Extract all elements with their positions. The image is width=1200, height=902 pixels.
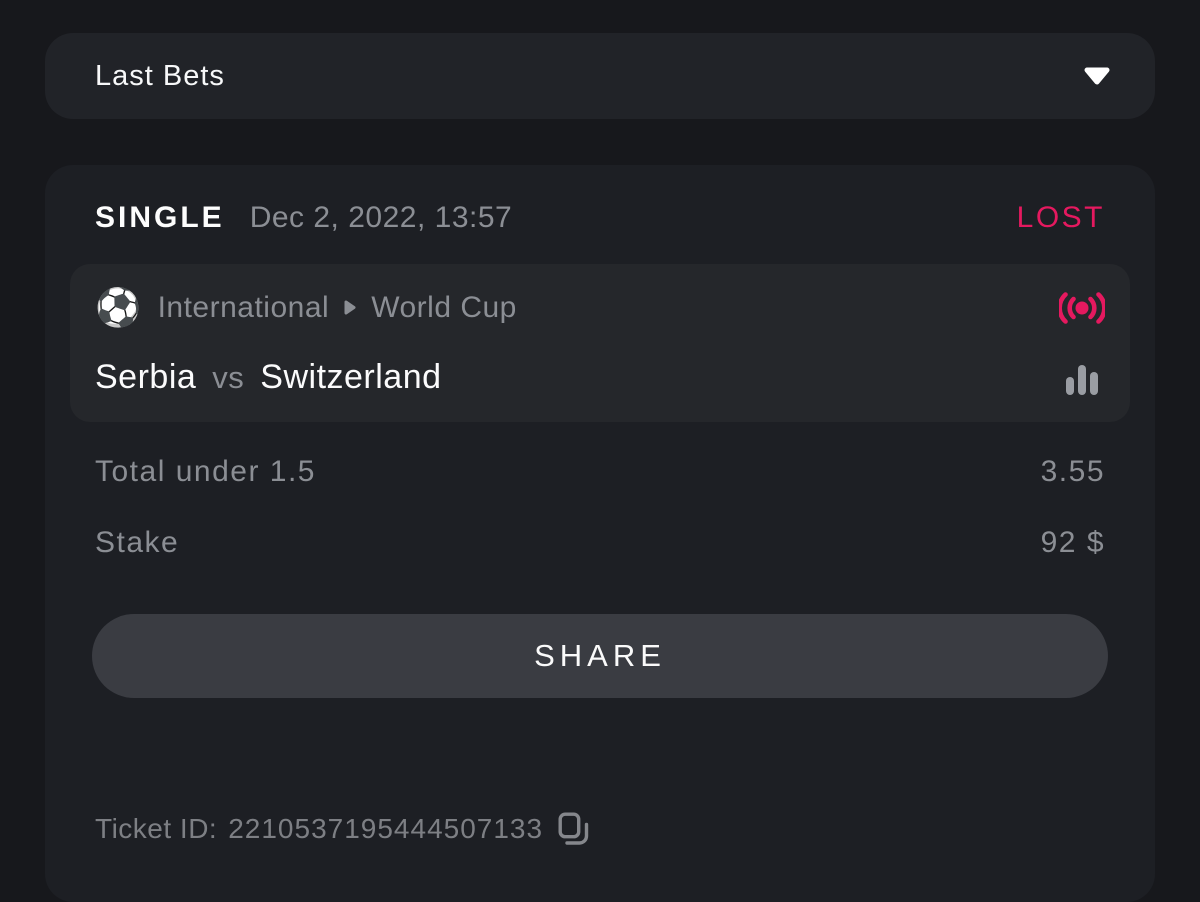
stake-value: 92 $ — [1040, 526, 1105, 559]
live-broadcast-icon — [1059, 291, 1105, 324]
last-bets-dropdown[interactable]: Last Bets — [45, 33, 1155, 119]
chevron-down-icon — [1084, 67, 1110, 85]
home-team: Serbia — [95, 358, 197, 396]
status-badge: LOST — [1016, 201, 1105, 234]
match-title: Serbia vs Switzerland — [95, 358, 1105, 397]
bet-datetime: Dec 2, 2022, 13:57 — [249, 201, 513, 234]
stake-row: Stake 92 $ — [95, 526, 1105, 560]
soccer-ball-icon: ⚽ — [95, 286, 142, 329]
league-breadcrumb: ⚽ International World Cup — [95, 289, 1105, 326]
selection-label: Total under 1.5 — [95, 455, 316, 488]
copy-icon[interactable] — [558, 812, 589, 846]
breadcrumb-tournament: World Cup — [371, 290, 517, 324]
selection-row: Total under 1.5 3.55 — [95, 455, 1105, 489]
away-team: Switzerland — [260, 358, 442, 396]
ticket-id-value: 2210537195444507133 — [228, 813, 544, 844]
bar-chart-icon[interactable] — [1065, 361, 1099, 395]
selection-odds: 3.55 — [1040, 455, 1105, 488]
bet-card-header: SINGLE Dec 2, 2022, 13:57 LOST — [95, 201, 1105, 235]
match-box: ⚽ International World Cup Serbia vs Swit… — [70, 264, 1130, 422]
ticket-row: Ticket ID: 2210537195444507133 — [95, 812, 1105, 846]
bet-type-label: SINGLE — [95, 201, 225, 234]
share-button[interactable]: SHARE — [92, 614, 1108, 698]
ticket-id-label: Ticket ID: — [95, 813, 218, 844]
dropdown-title: Last Bets — [95, 59, 225, 92]
breadcrumb-category: International — [157, 290, 330, 324]
vs-label: vs — [212, 359, 245, 395]
bet-card: SINGLE Dec 2, 2022, 13:57 LOST ⚽ Interna… — [45, 165, 1155, 902]
stake-label: Stake — [95, 526, 180, 559]
breadcrumb-arrow-icon — [344, 300, 356, 315]
